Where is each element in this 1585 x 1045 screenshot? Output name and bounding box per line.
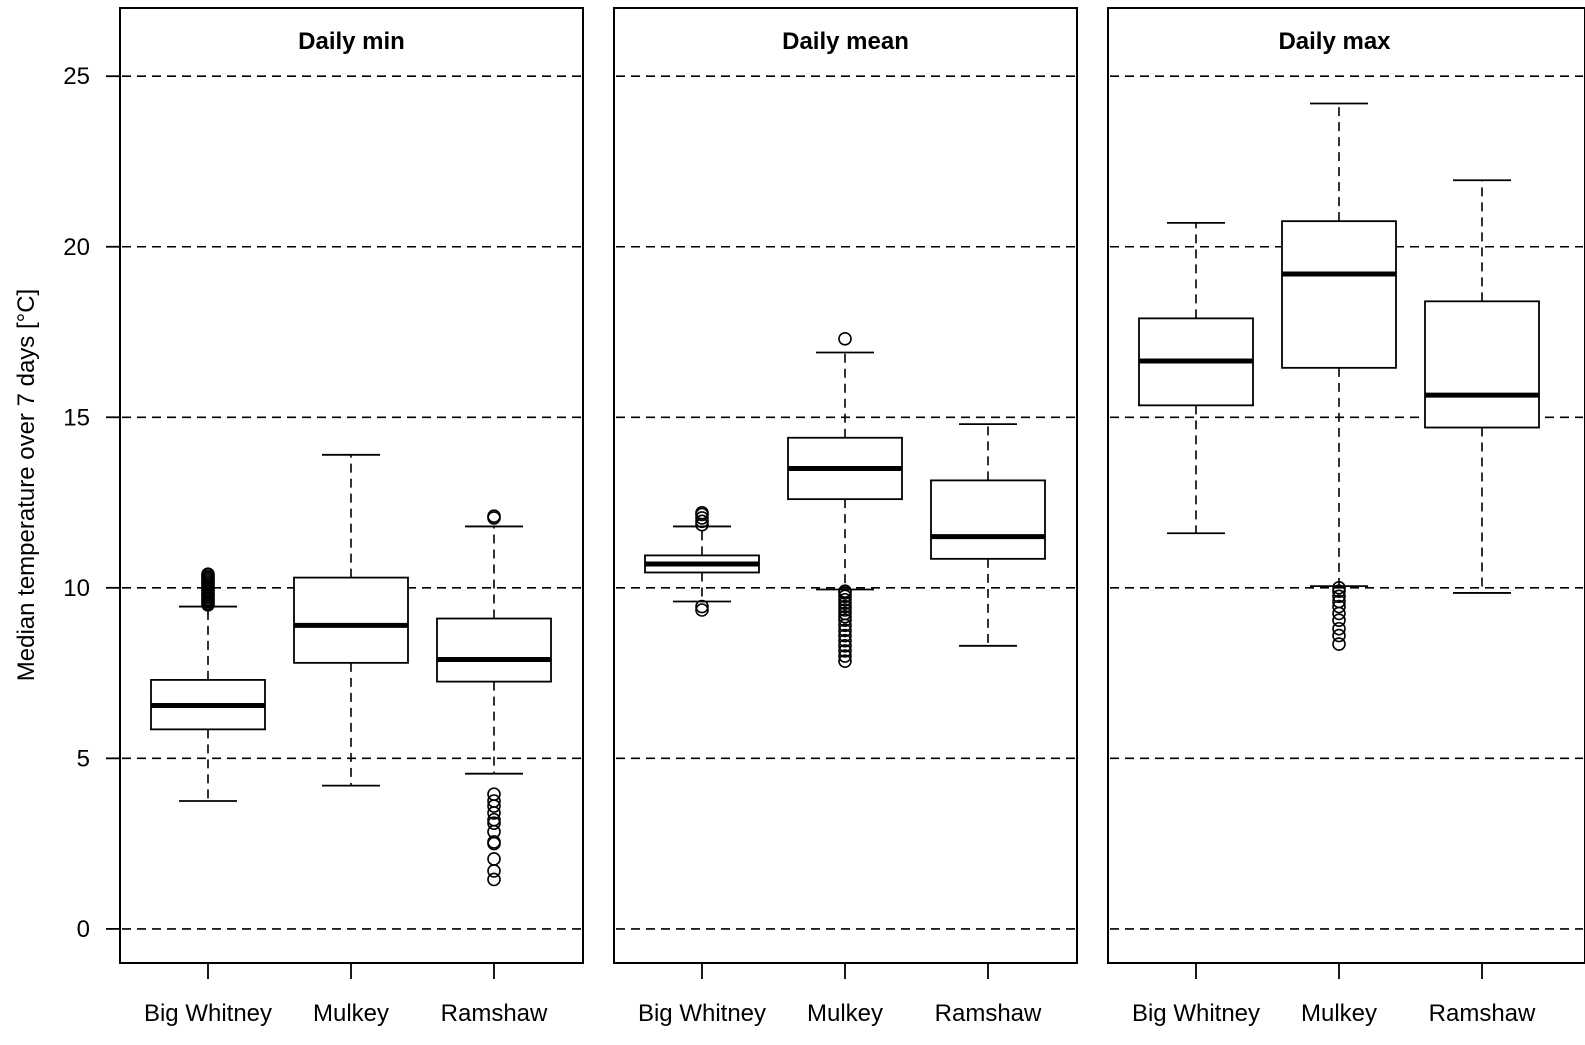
outlier-point: [838, 589, 852, 604]
outlier-point: [838, 644, 852, 658]
outlier-point: [487, 864, 501, 878]
outlier-point: [695, 603, 709, 617]
outlier-point: [838, 623, 852, 638]
outlier-point: [487, 787, 501, 801]
outlier-point: [695, 514, 709, 529]
outlier-point: [1332, 589, 1346, 604]
box-mulkey: [293, 453, 409, 787]
outlier-point: [695, 599, 709, 614]
y-tick-label: 10: [63, 575, 90, 602]
outlier-point: [487, 816, 501, 830]
outlier-point: [487, 852, 501, 866]
outlier-point: [1332, 621, 1346, 636]
outlier-point: [1332, 581, 1346, 595]
y-tick-label: 15: [63, 404, 90, 431]
y-tick-label: 25: [63, 63, 90, 90]
outlier-point: [838, 639, 852, 653]
outlier-point: [838, 613, 852, 628]
iqr-box: [293, 576, 409, 664]
outlier-point: [1332, 599, 1346, 614]
panel-title: Daily max: [1278, 28, 1391, 55]
box-ramshaw: [436, 509, 552, 887]
outlier-point: [487, 509, 501, 523]
panel-daily-mean: Daily mean Big Whitney Mulkey Ramshaw: [613, 7, 1078, 1027]
box-big-whitney: [150, 567, 266, 802]
outlier-point: [1332, 628, 1346, 643]
outlier-point: [838, 610, 852, 624]
x-tick-label: Ramshaw: [1429, 1000, 1536, 1027]
iqr-box: [930, 479, 1046, 560]
outlier-point: [1332, 584, 1346, 599]
outlier-point: [1332, 606, 1346, 621]
outlier-point: [838, 599, 852, 614]
outlier-point: [838, 606, 852, 621]
outlier-point: [1332, 594, 1346, 609]
x-tick-label: Ramshaw: [935, 1000, 1042, 1027]
y-tick-label: 20: [63, 234, 90, 261]
box-big-whitney: [1138, 221, 1254, 535]
iqr-box: [436, 617, 552, 683]
x-tick-label: Big Whitney: [1132, 1000, 1260, 1027]
outlier-point: [838, 603, 852, 617]
box-ramshaw: [930, 423, 1046, 647]
outlier-point: [695, 511, 709, 525]
outlier-point: [487, 872, 501, 887]
outlier-point: [487, 812, 501, 827]
outlier-point: [838, 584, 852, 599]
y-axis-title: Median temperature over 7 days [°C]: [13, 289, 40, 681]
x-tick-label: Mulkey: [807, 1000, 883, 1027]
outlier-point: [695, 505, 709, 520]
box-big-whitney: [644, 505, 760, 617]
panel-daily-max: Daily max Big Whitney Mulkey Ramshaw: [1107, 7, 1585, 1027]
outlier-point: [487, 794, 501, 808]
outlier-point: [838, 654, 852, 668]
panel-title: Daily min: [298, 28, 405, 55]
outlier-point: [487, 835, 501, 849]
outlier-point: [838, 332, 852, 346]
iqr-box: [1424, 300, 1540, 429]
box-mulkey: [1281, 102, 1397, 651]
x-tick-label: Big Whitney: [144, 1000, 272, 1027]
panel-daily-min: Daily min Big Whitney Mulkey Ramshaw: [119, 7, 584, 1027]
outlier-point: [1332, 637, 1346, 651]
panel-title: Daily mean: [782, 28, 909, 55]
outlier-point: [838, 592, 852, 607]
y-tick-label: 0: [77, 916, 90, 943]
panel-frame: [1107, 7, 1585, 964]
outlier-point: [838, 628, 852, 643]
outlier-point: [838, 633, 852, 648]
x-tick-label: Mulkey: [313, 1000, 389, 1027]
y-tick-label: 5: [77, 745, 90, 772]
iqr-box: [1281, 220, 1397, 369]
x-tick-label: Ramshaw: [441, 1000, 548, 1027]
outlier-point: [201, 567, 215, 581]
y-axis: 0 5 10 15 20 25: [63, 63, 120, 943]
outlier-point: [1332, 613, 1346, 628]
box-mulkey: [787, 332, 903, 668]
box-ramshaw: [1424, 179, 1540, 594]
x-tick-label: Mulkey: [1301, 1000, 1377, 1027]
x-tick-label: Big Whitney: [638, 1000, 766, 1027]
outlier-point: [838, 649, 852, 663]
